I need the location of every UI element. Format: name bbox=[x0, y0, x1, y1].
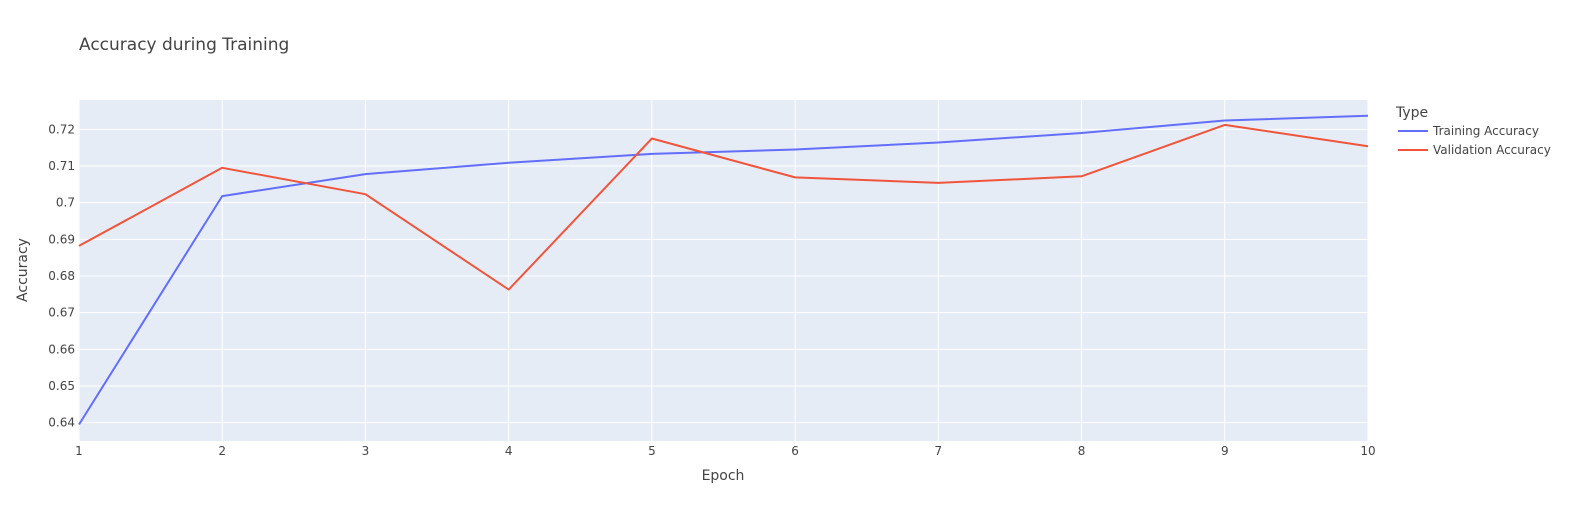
y-tick-label: 0.67 bbox=[48, 306, 75, 320]
series-line-validation-accuracy[interactable] bbox=[78, 123, 1369, 291]
x-tick-label: 4 bbox=[505, 444, 513, 458]
y-tick-label: 0.66 bbox=[48, 342, 75, 356]
legend-label-validation: Validation Accuracy bbox=[1433, 143, 1551, 157]
y-tick-label: 0.71 bbox=[48, 159, 75, 173]
x-tick-label: 7 bbox=[935, 444, 943, 458]
plot-area bbox=[79, 100, 1368, 441]
chart-title: Accuracy during Training bbox=[79, 35, 289, 55]
legend-label-training: Training Accuracy bbox=[1432, 124, 1539, 138]
y-tick-label: 0.7 bbox=[56, 196, 75, 210]
x-tick-label: 8 bbox=[1078, 444, 1086, 458]
x-tick-label: 1 bbox=[75, 444, 83, 458]
series-lines bbox=[78, 114, 1369, 426]
y-tick-label: 0.68 bbox=[48, 269, 75, 283]
x-axis-label: Epoch bbox=[702, 468, 745, 484]
x-tick-label: 2 bbox=[218, 444, 226, 458]
x-tick-label: 10 bbox=[1360, 444, 1375, 458]
legend-item-validation[interactable]: Validation Accuracy bbox=[1398, 143, 1551, 157]
legend[interactable]: Type Training Accuracy Validation Accura… bbox=[1395, 105, 1551, 157]
y-tick-label: 0.64 bbox=[48, 416, 75, 430]
y-tick-labels: 0.64 0.65 0.66 0.67 0.68 0.69 0.7 0.71 0.72 bbox=[48, 122, 75, 429]
x-tick-label: 9 bbox=[1221, 444, 1229, 458]
y-tick-label: 0.65 bbox=[48, 379, 75, 393]
x-tick-label: 3 bbox=[362, 444, 370, 458]
legend-item-training[interactable]: Training Accuracy bbox=[1398, 124, 1539, 138]
x-tick-label: 6 bbox=[791, 444, 799, 458]
series-line-training-accuracy[interactable] bbox=[78, 114, 1369, 426]
x-tick-labels: 1 2 3 4 5 6 7 8 9 10 bbox=[75, 444, 1375, 458]
y-tick-label: 0.69 bbox=[48, 232, 75, 246]
y-gridlines bbox=[79, 128, 1368, 424]
x-gridlines bbox=[78, 100, 1369, 441]
x-tick-label: 5 bbox=[648, 444, 656, 458]
legend-title: Type bbox=[1395, 105, 1428, 121]
y-tick-label: 0.72 bbox=[48, 122, 75, 136]
y-axis-label: Accuracy bbox=[15, 238, 31, 302]
